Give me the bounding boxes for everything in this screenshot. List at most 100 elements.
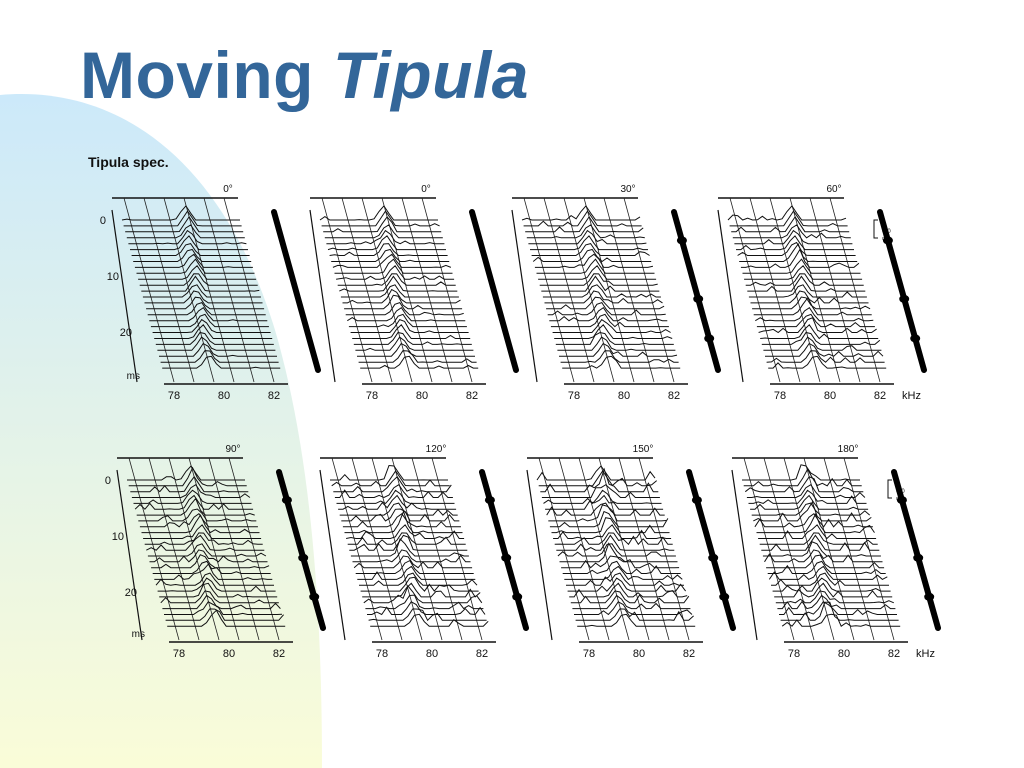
spectrum-trace bbox=[329, 243, 448, 256]
spectrum-trace bbox=[331, 470, 450, 487]
spectrum-trace bbox=[348, 313, 467, 328]
spectrum-trace bbox=[146, 534, 265, 551]
spectrum-trace bbox=[326, 229, 445, 245]
spectrum-trace bbox=[553, 524, 672, 539]
spectrum-trace bbox=[556, 534, 675, 551]
spectrum-trace bbox=[133, 248, 252, 262]
spectrum-trace bbox=[332, 253, 452, 268]
spectrum-trace bbox=[546, 296, 665, 310]
spectrum-trace bbox=[138, 508, 257, 522]
spectrum-trace bbox=[550, 313, 669, 328]
grid-line bbox=[829, 197, 881, 383]
spectrum-trace bbox=[559, 342, 678, 357]
spectrum-trace bbox=[562, 355, 681, 369]
spectrum-trace bbox=[344, 294, 463, 310]
spectrum-trace bbox=[133, 489, 252, 504]
time-axis bbox=[116, 469, 143, 641]
grid-line bbox=[381, 197, 433, 383]
spectrum-trace bbox=[134, 494, 254, 510]
spectrum-trace bbox=[570, 590, 690, 604]
grid-line bbox=[223, 197, 275, 383]
spectrum-trace bbox=[754, 512, 873, 528]
spectrum-trace bbox=[143, 524, 262, 539]
spectrum-trace bbox=[353, 331, 472, 345]
spectrum-trace bbox=[167, 609, 286, 627]
grid-line bbox=[789, 197, 841, 383]
spectrum-trace bbox=[545, 494, 664, 510]
spectrum-trace bbox=[360, 355, 479, 369]
spectrum-trace bbox=[756, 512, 875, 534]
spectrum-trace bbox=[552, 318, 671, 333]
time-tick-label: 10 bbox=[112, 531, 124, 543]
grid-line bbox=[598, 457, 650, 641]
spectrum-trace bbox=[152, 560, 271, 574]
time-unit-label: ms bbox=[127, 371, 140, 382]
envelope-modulation bbox=[913, 553, 924, 562]
panel-angle-label: 180° bbox=[838, 444, 859, 455]
spectrum-trace bbox=[128, 466, 247, 487]
spectrum-trace bbox=[739, 242, 858, 263]
spectrum-trace bbox=[142, 284, 261, 298]
grid-line bbox=[361, 197, 413, 383]
freq-tick-label: 82 bbox=[874, 390, 886, 402]
spectrum-trace bbox=[557, 336, 676, 351]
envelope-modulation bbox=[484, 496, 495, 505]
time-tick-label: 0 bbox=[105, 475, 111, 487]
spectrum-trace bbox=[736, 235, 854, 251]
spectrum-trace bbox=[748, 284, 867, 298]
spectrum-trace bbox=[321, 210, 440, 227]
spectrum-trace bbox=[353, 555, 473, 569]
envelope-modulation bbox=[896, 496, 907, 505]
grid-line bbox=[769, 197, 821, 383]
spectrum-trace bbox=[159, 582, 278, 598]
spectrum-trace bbox=[780, 601, 899, 621]
spectrum-trace bbox=[777, 594, 896, 610]
freq-unit-label: kHz bbox=[916, 648, 935, 660]
spectrum-trace bbox=[126, 224, 245, 239]
spectrum-trace bbox=[577, 613, 696, 627]
spectrum-trace bbox=[781, 613, 901, 627]
spectrum-trace bbox=[727, 205, 847, 221]
spectrum-trace bbox=[150, 313, 269, 328]
spectrum-trace bbox=[139, 273, 258, 286]
time-axis bbox=[111, 209, 138, 383]
spectrum-trace bbox=[344, 509, 463, 534]
spectrum-trace bbox=[357, 565, 476, 580]
spectrum-trace bbox=[750, 494, 869, 510]
freq-tick-label: 82 bbox=[476, 648, 488, 660]
spectrum-trace bbox=[764, 549, 883, 563]
spectrum-trace bbox=[125, 216, 244, 233]
spectrum-trace bbox=[358, 350, 477, 363]
panel-angle-label: 90° bbox=[225, 444, 240, 455]
freq-tick-label: 80 bbox=[618, 390, 630, 402]
grid-line bbox=[143, 197, 195, 383]
envelope-modulation bbox=[309, 592, 320, 601]
spectrum-trace bbox=[567, 577, 687, 592]
spectrum-trace bbox=[337, 273, 456, 286]
spectrum-trace bbox=[534, 253, 654, 268]
amplitude-envelope bbox=[469, 209, 519, 373]
spectrum-trace bbox=[758, 524, 877, 540]
grid-line bbox=[188, 457, 240, 641]
grid-line bbox=[743, 457, 795, 641]
freq-tick-label: 82 bbox=[268, 390, 280, 402]
spectrum-trace bbox=[767, 560, 886, 575]
amplitude-envelope bbox=[276, 469, 326, 631]
spectrum-trace bbox=[761, 331, 881, 345]
spectrum-trace bbox=[365, 594, 484, 610]
spectrum-trace bbox=[547, 302, 666, 316]
envelope-modulation bbox=[691, 496, 702, 505]
freq-tick-label: 82 bbox=[466, 390, 478, 402]
spectrum-trace bbox=[355, 559, 474, 574]
envelope-modulation bbox=[708, 553, 719, 562]
spectrum-trace bbox=[362, 582, 481, 598]
spectrum-trace bbox=[531, 243, 650, 256]
spectrum-trace bbox=[319, 205, 438, 221]
spectrum-trace bbox=[525, 216, 644, 233]
spectrum-trace bbox=[758, 317, 877, 334]
amplitude-envelope bbox=[479, 469, 529, 631]
envelope-modulation bbox=[704, 334, 715, 343]
spectrum-trace bbox=[779, 601, 897, 616]
freq-tick-label: 82 bbox=[668, 390, 680, 402]
spectrogram-panel: 120° 78 80 82 bbox=[319, 444, 529, 660]
